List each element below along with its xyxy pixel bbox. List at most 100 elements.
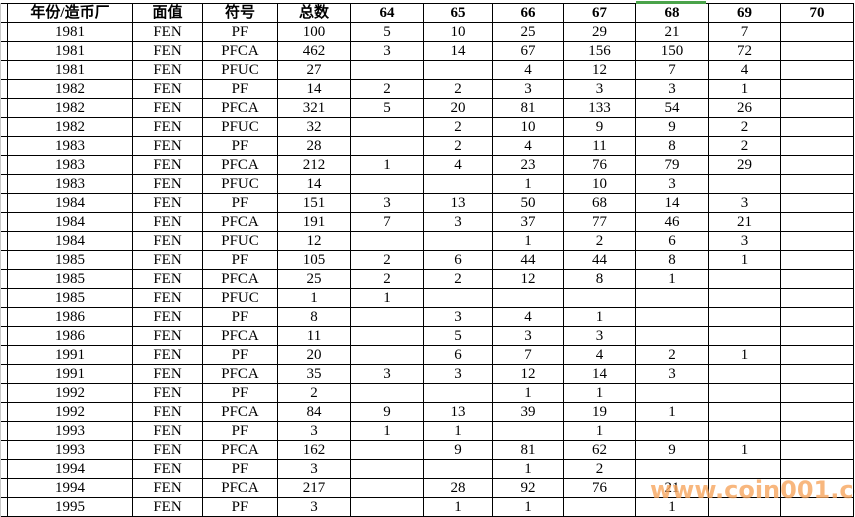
table-cell[interactable]: 14	[277, 174, 351, 194]
table-cell[interactable]	[708, 478, 781, 498]
table-cell[interactable]	[780, 117, 854, 137]
table-cell[interactable]: 1	[563, 421, 636, 441]
table-cell[interactable]: 19	[563, 402, 636, 422]
column-header-year-mint[interactable]: 年份/造币厂	[7, 3, 133, 23]
table-cell[interactable]	[350, 60, 424, 80]
table-cell[interactable]: 11	[277, 326, 351, 346]
table-cell[interactable]: PFUC	[202, 174, 278, 194]
table-cell[interactable]: 50	[492, 193, 564, 213]
table-cell[interactable]: PF	[202, 136, 278, 156]
table-cell[interactable]: FEN	[132, 193, 203, 213]
table-cell[interactable]: PFUC	[202, 231, 278, 251]
table-cell[interactable]: 29	[708, 155, 781, 175]
table-cell[interactable]: FEN	[132, 212, 203, 232]
table-cell[interactable]	[350, 307, 424, 327]
table-cell[interactable]: PF	[202, 79, 278, 99]
table-cell[interactable]: 3	[350, 41, 424, 61]
table-cell[interactable]: 191	[277, 212, 351, 232]
table-cell[interactable]: 10	[423, 22, 493, 42]
table-cell[interactable]: FEN	[132, 421, 203, 441]
table-cell[interactable]: 1982	[7, 79, 133, 99]
table-cell[interactable]: 3	[635, 174, 709, 194]
table-cell[interactable]: PFCA	[202, 478, 278, 498]
table-cell[interactable]	[708, 174, 781, 194]
table-cell[interactable]: 1	[492, 231, 564, 251]
table-cell[interactable]: 5	[350, 98, 424, 118]
table-cell[interactable]	[492, 421, 564, 441]
table-cell[interactable]: 84	[277, 402, 351, 422]
table-cell[interactable]: PFCA	[202, 155, 278, 175]
table-cell[interactable]: PFCA	[202, 41, 278, 61]
table-cell[interactable]: PFCA	[202, 402, 278, 422]
table-cell[interactable]: 4	[492, 307, 564, 327]
table-cell[interactable]: 321	[277, 98, 351, 118]
table-cell[interactable]	[708, 326, 781, 346]
table-cell[interactable]	[350, 478, 424, 498]
table-cell[interactable]: PFCA	[202, 440, 278, 460]
table-cell[interactable]	[780, 193, 854, 213]
table-cell[interactable]	[780, 307, 854, 327]
table-cell[interactable]: 27	[277, 60, 351, 80]
table-cell[interactable]: 1991	[7, 345, 133, 365]
table-cell[interactable]: 1	[708, 440, 781, 460]
table-cell[interactable]	[780, 41, 854, 61]
table-cell[interactable]: PF	[202, 497, 278, 517]
table-cell[interactable]: 3	[350, 193, 424, 213]
table-cell[interactable]: 2	[563, 231, 636, 251]
table-cell[interactable]: 79	[635, 155, 709, 175]
table-cell[interactable]: FEN	[132, 402, 203, 422]
table-cell[interactable]: 1981	[7, 41, 133, 61]
table-cell[interactable]: 156	[563, 41, 636, 61]
table-cell[interactable]: 2	[423, 136, 493, 156]
table-cell[interactable]	[780, 231, 854, 251]
table-cell[interactable]: 105	[277, 250, 351, 270]
table-cell[interactable]: 4	[492, 136, 564, 156]
table-cell[interactable]: FEN	[132, 269, 203, 289]
table-cell[interactable]	[708, 383, 781, 403]
table-cell[interactable]: 2	[423, 269, 493, 289]
table-cell[interactable]: 1993	[7, 440, 133, 460]
table-cell[interactable]: FEN	[132, 174, 203, 194]
table-cell[interactable]: 67	[492, 41, 564, 61]
table-cell[interactable]: 4	[492, 60, 564, 80]
table-cell[interactable]: FEN	[132, 307, 203, 327]
table-cell[interactable]: 8	[277, 307, 351, 327]
table-cell[interactable]: 1	[563, 307, 636, 327]
table-cell[interactable]	[350, 440, 424, 460]
table-cell[interactable]: FEN	[132, 79, 203, 99]
table-cell[interactable]: PF	[202, 22, 278, 42]
table-cell[interactable]	[780, 326, 854, 346]
table-cell[interactable]: 1991	[7, 364, 133, 384]
table-cell[interactable]	[780, 383, 854, 403]
table-cell[interactable]: 2	[563, 459, 636, 479]
table-cell[interactable]	[780, 22, 854, 42]
table-cell[interactable]	[350, 136, 424, 156]
table-cell[interactable]: PFUC	[202, 288, 278, 308]
table-cell[interactable]: 76	[563, 155, 636, 175]
table-cell[interactable]: FEN	[132, 250, 203, 270]
column-header-64[interactable]: 64	[350, 3, 424, 23]
table-cell[interactable]: 1982	[7, 98, 133, 118]
table-cell[interactable]: 7	[708, 22, 781, 42]
table-cell[interactable]: 72	[708, 41, 781, 61]
table-cell[interactable]: 81	[492, 440, 564, 460]
table-cell[interactable]	[350, 231, 424, 251]
table-cell[interactable]	[780, 440, 854, 460]
table-cell[interactable]: 29	[563, 22, 636, 42]
table-cell[interactable]: 1995	[7, 497, 133, 517]
table-cell[interactable]: FEN	[132, 136, 203, 156]
table-cell[interactable]: PFUC	[202, 60, 278, 80]
table-cell[interactable]: FEN	[132, 459, 203, 479]
table-cell[interactable]: 1	[635, 269, 709, 289]
table-cell[interactable]	[780, 459, 854, 479]
table-cell[interactable]	[708, 269, 781, 289]
table-cell[interactable]	[708, 459, 781, 479]
table-cell[interactable]: PF	[202, 193, 278, 213]
table-cell[interactable]	[635, 421, 709, 441]
table-cell[interactable]: 4	[708, 60, 781, 80]
table-cell[interactable]: 3	[350, 364, 424, 384]
table-cell[interactable]: 12	[277, 231, 351, 251]
table-cell[interactable]: 6	[635, 231, 709, 251]
table-cell[interactable]: 1982	[7, 117, 133, 137]
table-cell[interactable]: FEN	[132, 478, 203, 498]
